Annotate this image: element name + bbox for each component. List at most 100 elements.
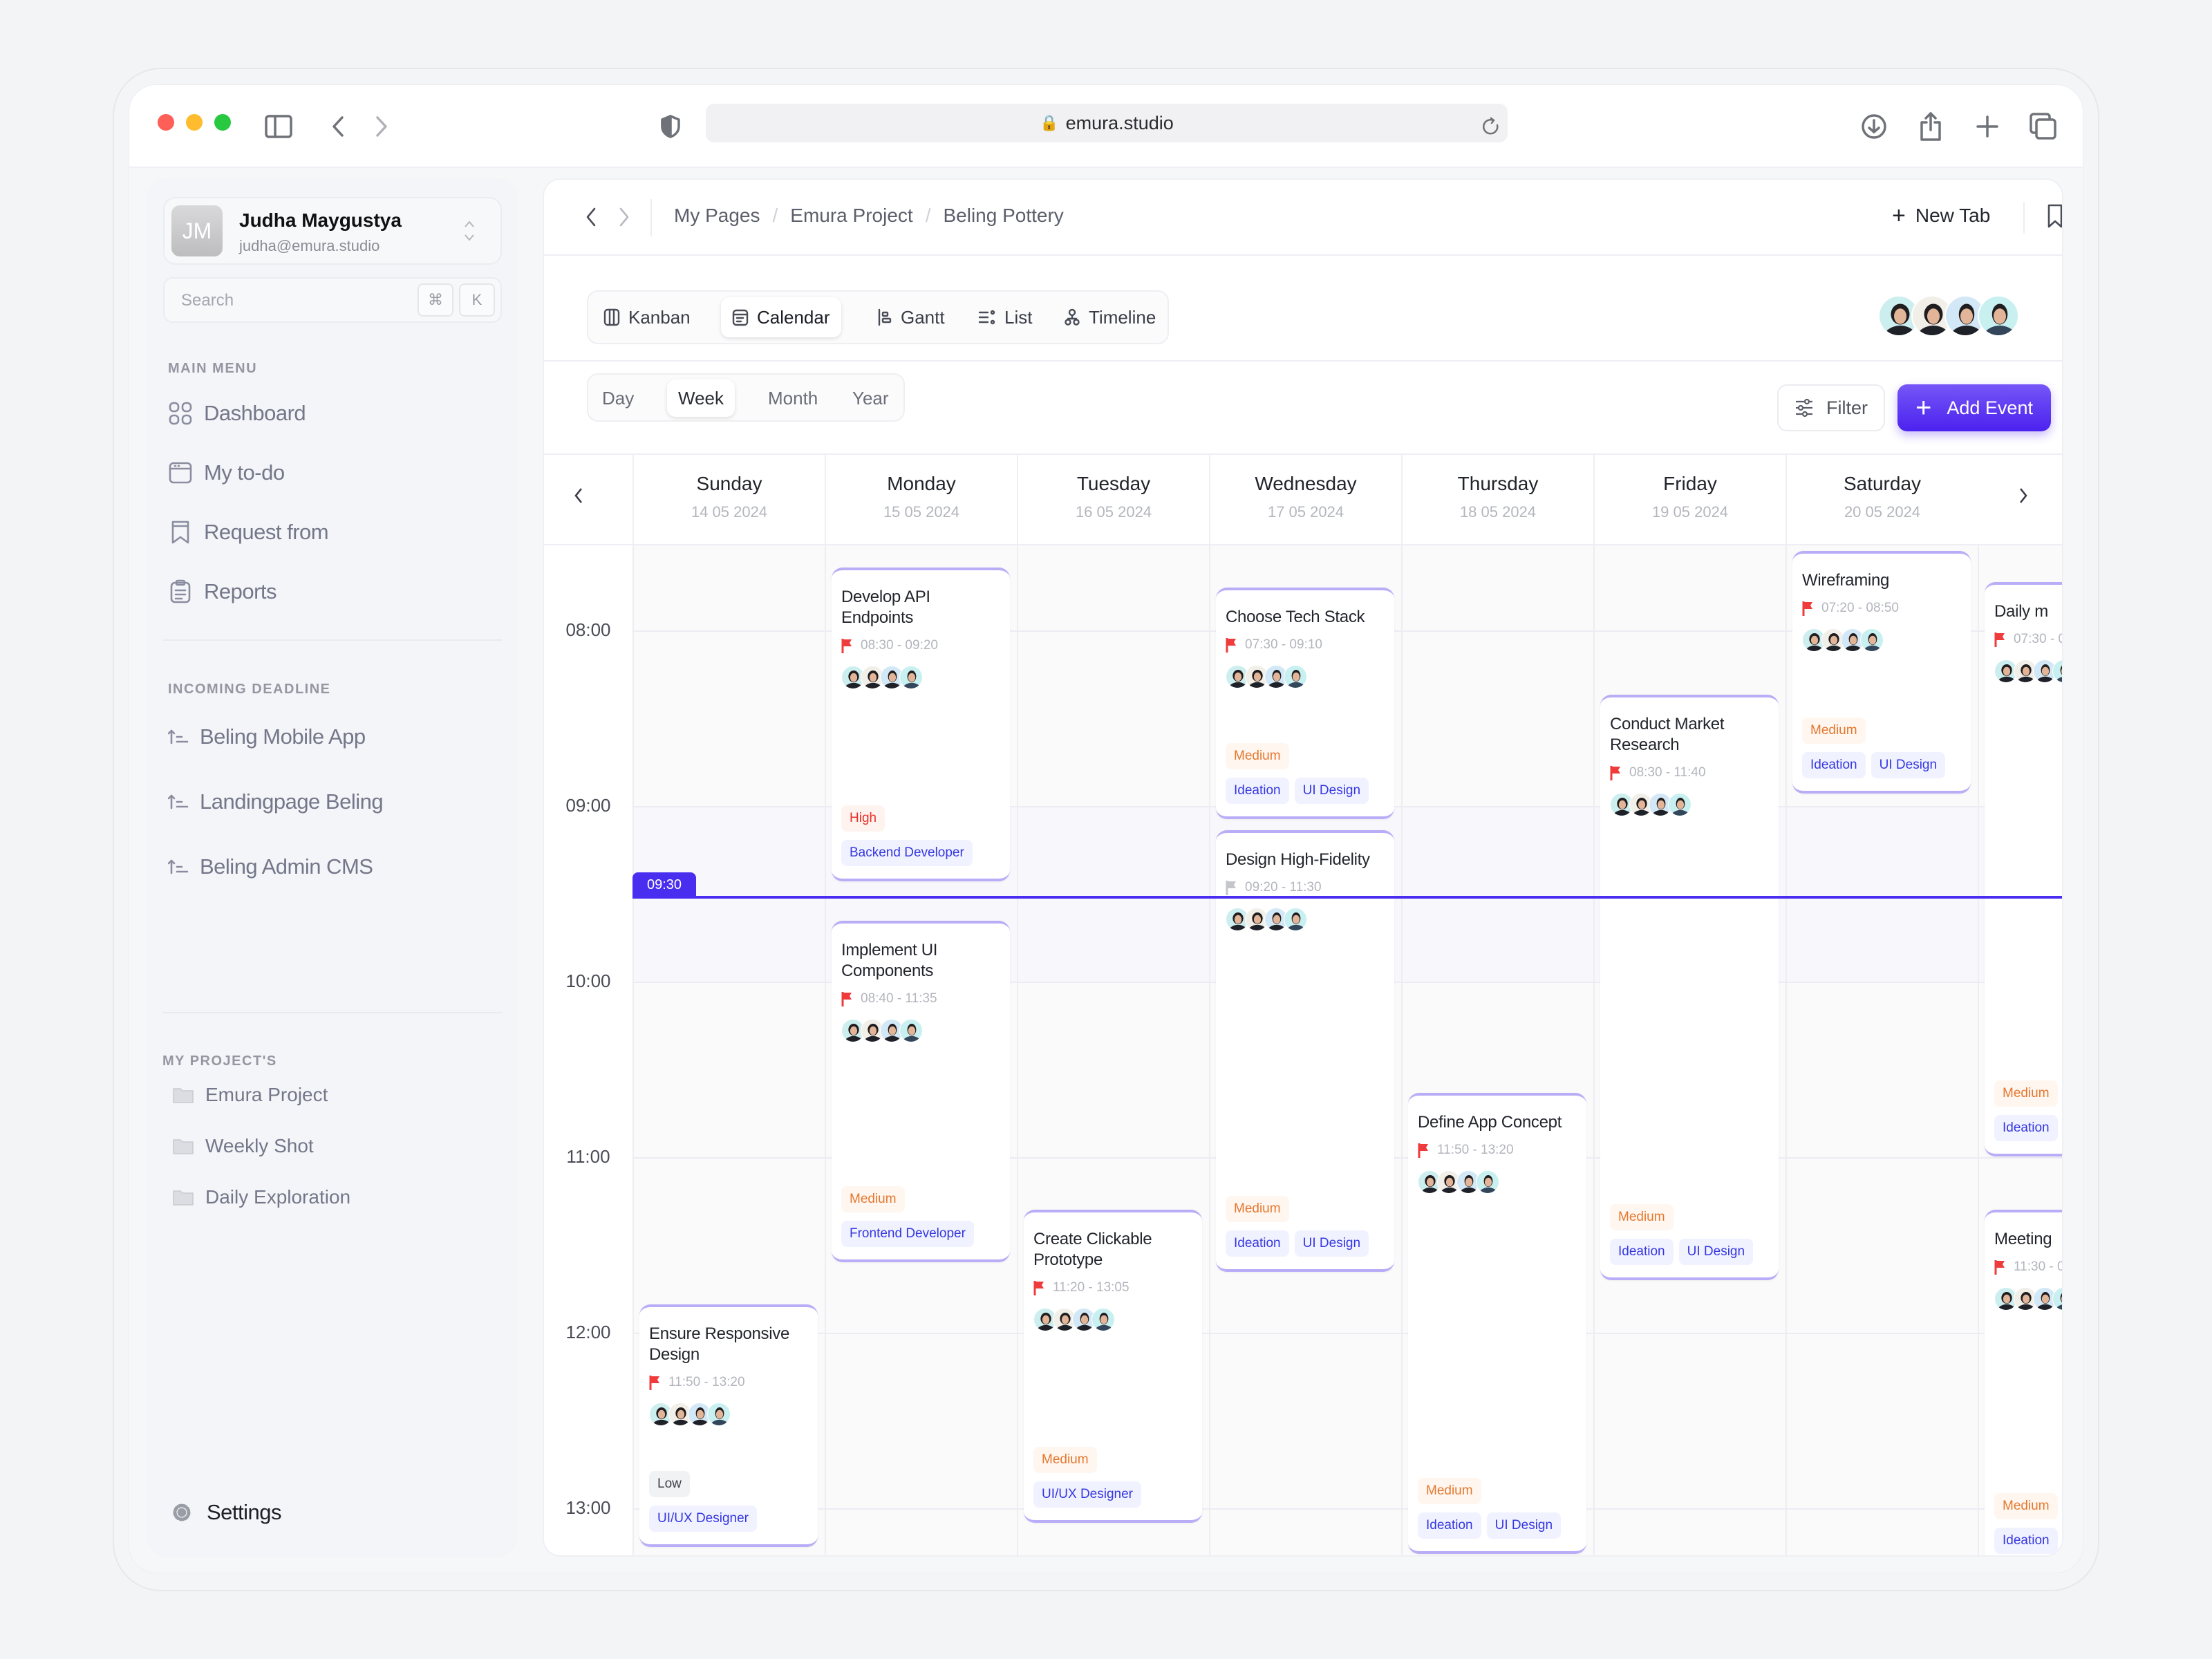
user-name: Judha Maygustya (239, 209, 402, 231)
breadcrumb-item[interactable]: Emura Project (790, 205, 913, 226)
day-header[interactable]: Sunday 14 05 2024 (632, 455, 825, 544)
day-name: Friday (1663, 473, 1717, 494)
event-attendees (649, 1403, 808, 1426)
new-tab-icon[interactable] (1967, 106, 2008, 147)
event-card[interactable]: Choose Tech Stack 07:30 - 09:10 Medium Idea… (1216, 588, 1394, 819)
back-icon[interactable] (317, 106, 359, 147)
priority-badge: Medium (1226, 1196, 1289, 1222)
event-tags: Medium Ideation (1994, 1080, 2062, 1141)
member-avatar (1649, 793, 1672, 816)
team-avatars[interactable] (1878, 295, 2019, 337)
breadcrumb-item-current[interactable]: Beling Pottery (943, 205, 1064, 226)
member-avatar (2052, 659, 2062, 683)
day-header[interactable]: Wednesday 17 05 2024 (1209, 455, 1401, 544)
tab-list[interactable]: List (967, 297, 1043, 337)
shortcut-k-key: K (459, 283, 495, 317)
project-item[interactable]: Weekly Shot (172, 1135, 314, 1157)
tag-badge: Frontend Developer (841, 1221, 974, 1247)
deadline-item[interactable]: Beling Mobile App (168, 724, 366, 749)
day-date: 16 05 2024 (1075, 503, 1152, 521)
event-card[interactable]: Design High-Fidelity 09:20 - 11:30 Medium I… (1216, 830, 1394, 1272)
sidebar-toggle-icon[interactable] (258, 106, 299, 147)
day-header[interactable]: Thursday 18 05 2024 (1401, 455, 1593, 544)
next-week-icon[interactable] (2016, 485, 2030, 509)
history-forward-icon[interactable] (617, 206, 631, 232)
sidebar-item-request-from[interactable]: Request from (168, 520, 329, 545)
sidebar-item-reports[interactable]: Reports (168, 579, 277, 604)
event-tags: Medium Ideation UI Design (1802, 718, 1951, 778)
event-card[interactable]: Meeting 11:30 - 0 Medium Ideation (1985, 1210, 2062, 1555)
deadline-item[interactable]: Landingpage Beling (168, 789, 384, 814)
flag-icon (1418, 1143, 1428, 1158)
current-time-badge: 09:30 (632, 872, 696, 897)
tab-timeline[interactable]: Timeline (1053, 297, 1167, 337)
address-bar[interactable]: 🔒 emura.studio (706, 104, 1508, 142)
search-input[interactable]: Search ⌘ K (163, 277, 502, 323)
day-date: 15 05 2024 (883, 503, 960, 521)
flag-icon (1226, 638, 1236, 653)
tab-gantt[interactable]: Gantt (866, 297, 956, 337)
day-header[interactable]: Friday 19 05 2024 (1593, 455, 1785, 544)
day-header[interactable]: Tuesday 16 05 2024 (1017, 455, 1209, 544)
breadcrumb-separator: / (925, 205, 931, 226)
folder-icon (173, 1088, 194, 1103)
day-header[interactable]: Monday 15 05 2024 (825, 455, 1017, 544)
range-week[interactable]: Week (667, 379, 735, 417)
user-switcher[interactable]: JM Judha Maygustya judha@emura.studio (163, 197, 502, 265)
flag-icon (1610, 766, 1620, 780)
event-time: 07:30 - 09:10 (1245, 637, 1322, 652)
breadcrumb-item[interactable]: My Pages (674, 205, 760, 226)
event-card[interactable]: Ensure Responsive Design 11:50 - 13:20 Low… (639, 1304, 818, 1547)
prev-week-icon[interactable] (572, 485, 585, 509)
member-avatar (688, 1403, 711, 1426)
event-card[interactable]: Implement UI Components 08:40 - 11:35 Medi… (832, 921, 1010, 1262)
event-attendees (1226, 908, 1385, 931)
add-event-button[interactable]: + Add Event (1897, 384, 2051, 431)
shield-icon[interactable] (650, 106, 691, 147)
range-month[interactable]: Month (768, 387, 818, 409)
share-icon[interactable] (1910, 106, 1951, 147)
day-header[interactable]: Saturday 20 05 2024 (1785, 455, 1978, 544)
event-time: 09:20 - 11:30 (1245, 880, 1322, 894)
tab-calendar[interactable]: Calendar (721, 297, 841, 337)
deadline-label: Landingpage Beling (200, 789, 384, 814)
project-item[interactable]: Emura Project (172, 1084, 328, 1106)
event-card[interactable]: Conduct Market Research 08:30 - 11:40 Medi… (1600, 695, 1779, 1280)
filter-button[interactable]: Filter (1777, 384, 1885, 431)
maximize-window-button[interactable] (214, 114, 231, 131)
range-day[interactable]: Day (602, 387, 635, 409)
priority-badge: Medium (1226, 743, 1289, 769)
sidebar-item-my-todo[interactable]: My to-do (168, 460, 285, 485)
event-card[interactable]: Daily m 07:30 - 0 Medium Ideation (1985, 582, 2062, 1156)
sidebar-item-settings[interactable]: Settings (172, 1500, 282, 1525)
reload-icon[interactable] (1470, 106, 1512, 147)
priority-badge: Medium (1994, 1080, 2058, 1107)
close-window-button[interactable] (158, 114, 174, 131)
minimize-window-button[interactable] (186, 114, 203, 131)
event-card[interactable]: Define App Concept 11:50 - 13:20 Medium Ide… (1408, 1093, 1586, 1554)
download-icon[interactable] (1853, 106, 1895, 147)
forward-icon[interactable] (361, 106, 402, 147)
tag-badge: Backend Developer (841, 840, 973, 866)
header-divider (544, 544, 2062, 545)
tag-badge: UI/UX Designer (1033, 1481, 1141, 1508)
event-card[interactable]: Develop API Endpoints 08:30 - 09:20 High Ba… (832, 568, 1010, 881)
day-name: Saturday (1843, 473, 1922, 494)
tab-kanban[interactable]: Kanban (592, 297, 702, 337)
deadline-item[interactable]: Beling Admin CMS (168, 854, 373, 879)
event-tags: Medium Ideation UI Design (1610, 1204, 1759, 1265)
event-card[interactable]: Create Clickable Prototype 11:20 - 13:05 M… (1024, 1210, 1202, 1523)
project-item[interactable]: Daily Exploration (172, 1186, 350, 1208)
event-card[interactable]: Wireframing 07:20 - 08:50 Medium Ideation UI… (1792, 551, 1971, 794)
event-time: 08:30 - 09:20 (861, 638, 938, 653)
new-tab-button[interactable]: + New Tab (1892, 204, 1990, 227)
bookmark-icon[interactable] (2045, 203, 2062, 233)
history-back-icon[interactable] (584, 206, 598, 232)
event-tags: Medium Ideation UI Design (1226, 743, 1374, 804)
sidebar-item-dashboard[interactable]: Dashboard (168, 401, 306, 426)
event-title: Implement UI Components (841, 941, 938, 980)
tab-overview-icon[interactable] (2023, 106, 2064, 147)
member-avatar (841, 666, 865, 689)
range-year[interactable]: Year (852, 387, 889, 409)
event-title: Meeting (1994, 1230, 2052, 1248)
